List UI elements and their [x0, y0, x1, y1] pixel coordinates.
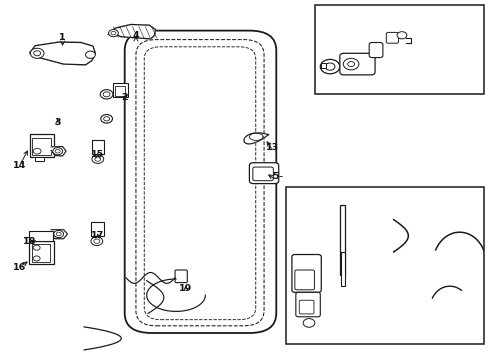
Bar [35, 157, 44, 161]
Bar [315, 5, 483, 94]
FancyBboxPatch shape [299, 300, 313, 314]
Text: 15: 15 [91, 150, 104, 158]
Bar [92, 140, 104, 154]
Text: 9: 9 [417, 277, 424, 286]
FancyBboxPatch shape [136, 40, 264, 326]
Circle shape [320, 59, 339, 74]
FancyBboxPatch shape [339, 53, 374, 75]
Circle shape [396, 32, 406, 39]
Circle shape [91, 237, 102, 246]
Text: 19: 19 [179, 284, 192, 293]
Text: 3: 3 [54, 118, 61, 127]
Circle shape [347, 62, 354, 67]
Bar [32, 244, 50, 262]
Text: 7: 7 [307, 333, 314, 342]
Text: 6: 6 [287, 292, 294, 302]
Polygon shape [108, 24, 155, 39]
Text: 18: 18 [22, 238, 36, 246]
Bar [341, 252, 345, 286]
Circle shape [92, 155, 103, 163]
Text: 12: 12 [458, 44, 471, 53]
FancyBboxPatch shape [124, 31, 276, 333]
FancyBboxPatch shape [252, 167, 273, 181]
Polygon shape [51, 230, 67, 239]
Circle shape [103, 92, 110, 97]
Polygon shape [244, 133, 268, 144]
Circle shape [108, 30, 118, 37]
Bar [320, 63, 325, 68]
Text: 14: 14 [13, 161, 26, 170]
FancyBboxPatch shape [175, 270, 187, 283]
Circle shape [343, 58, 358, 70]
Circle shape [56, 232, 61, 236]
Bar [91, 222, 103, 236]
Circle shape [94, 239, 100, 243]
Bar [32, 138, 51, 155]
Circle shape [33, 245, 40, 250]
Text: 8: 8 [421, 200, 428, 209]
Bar [285, 187, 483, 344]
Circle shape [54, 230, 63, 238]
FancyBboxPatch shape [291, 255, 321, 292]
Text: 17: 17 [91, 231, 104, 240]
Text: 2: 2 [121, 93, 127, 102]
Circle shape [33, 148, 41, 154]
Text: 13: 13 [266, 143, 279, 152]
FancyBboxPatch shape [295, 292, 320, 317]
Bar [113, 83, 128, 97]
Circle shape [95, 157, 101, 161]
Text: 10: 10 [423, 250, 436, 259]
Bar [29, 231, 53, 241]
Bar [29, 241, 54, 264]
FancyBboxPatch shape [144, 47, 255, 320]
Polygon shape [30, 42, 95, 65]
Circle shape [33, 256, 40, 261]
FancyBboxPatch shape [294, 270, 314, 290]
Circle shape [30, 48, 44, 58]
Circle shape [325, 63, 334, 70]
Circle shape [111, 31, 116, 35]
Circle shape [34, 51, 41, 56]
Text: 16: 16 [13, 263, 26, 271]
Circle shape [103, 117, 109, 121]
FancyBboxPatch shape [386, 32, 398, 43]
FancyBboxPatch shape [249, 163, 278, 184]
Text: 11: 11 [458, 302, 471, 311]
Circle shape [53, 148, 62, 155]
Circle shape [100, 90, 113, 99]
Circle shape [101, 114, 112, 123]
Bar [339, 205, 344, 275]
FancyBboxPatch shape [368, 42, 382, 58]
Bar [30, 134, 54, 157]
Circle shape [85, 51, 95, 58]
Circle shape [55, 149, 60, 153]
Text: 1: 1 [59, 33, 66, 42]
Text: 5: 5 [271, 172, 278, 181]
Text: 4: 4 [132, 31, 139, 40]
Circle shape [303, 319, 314, 327]
Polygon shape [51, 147, 66, 156]
Bar [115, 86, 125, 96]
